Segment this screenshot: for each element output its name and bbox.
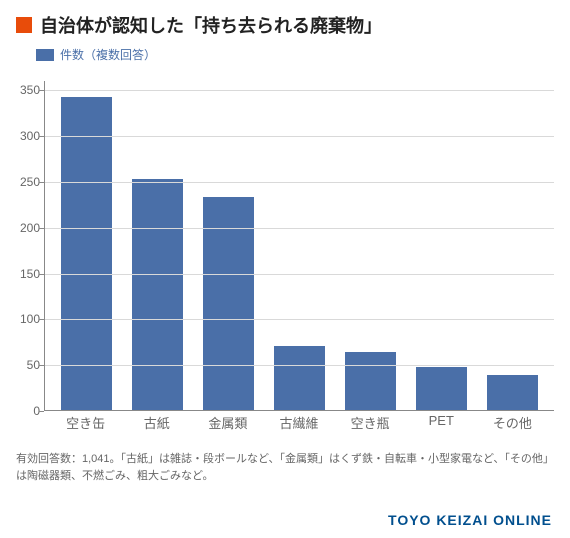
y-tick-mark	[39, 228, 44, 229]
chart-area: 空き缶古紙金属類古繊維空き瓶PETその他 0 50 100 150 200 250 300 3…	[0, 71, 570, 451]
brand-label: TOYO KEIZAI ONLINE	[388, 512, 552, 528]
bar	[274, 346, 325, 410]
bar	[132, 179, 183, 410]
y-tick-mark	[39, 411, 44, 412]
grid-line	[45, 365, 554, 366]
chart-header: 自治体が認知した「持ち去られる廃棄物」	[0, 0, 570, 44]
y-tick-label: 50	[6, 358, 40, 372]
y-tick-label: 350	[6, 83, 40, 97]
x-tick-label: 金属類	[192, 413, 263, 432]
x-tick-label: PET	[406, 413, 477, 432]
x-tick-label: その他	[477, 413, 548, 432]
x-tick-label: 空き瓶	[335, 413, 406, 432]
bar-slot	[193, 81, 264, 410]
bar-slot	[477, 81, 548, 410]
bar	[487, 375, 538, 410]
bar	[345, 352, 396, 410]
footnote: 有効回答数：1,041。「古紙」は雑誌・段ボールなど、「金属類」はくず鉄・自転車…	[0, 451, 570, 484]
bar	[416, 367, 467, 410]
y-tick-mark	[39, 182, 44, 183]
plot-area	[44, 81, 554, 411]
bar-slot	[51, 81, 122, 410]
y-tick-label: 250	[6, 175, 40, 189]
bar-slot	[406, 81, 477, 410]
x-axis-labels: 空き缶古紙金属類古繊維空き瓶PETその他	[44, 413, 554, 432]
y-tick-label: 300	[6, 129, 40, 143]
bar	[61, 97, 112, 411]
grid-line	[45, 136, 554, 137]
y-tick-mark	[39, 136, 44, 137]
y-tick-label: 150	[6, 267, 40, 281]
x-tick-label: 古紙	[121, 413, 192, 432]
y-tick-label: 100	[6, 312, 40, 326]
x-tick-label: 空き缶	[50, 413, 121, 432]
y-tick-label: 0	[6, 404, 40, 418]
y-tick-mark	[39, 319, 44, 320]
grid-line	[45, 319, 554, 320]
y-tick-mark	[39, 365, 44, 366]
bars-container	[45, 81, 554, 410]
chart-title: 自治体が認知した「持ち去られる廃棄物」	[40, 12, 382, 38]
x-tick-label: 古繊維	[263, 413, 334, 432]
grid-line	[45, 274, 554, 275]
y-tick-label: 200	[6, 221, 40, 235]
legend-swatch	[36, 49, 54, 61]
legend: 件数（複数回答）	[0, 44, 570, 71]
bar-slot	[264, 81, 335, 410]
bar-slot	[335, 81, 406, 410]
bar-slot	[122, 81, 193, 410]
y-tick-mark	[39, 90, 44, 91]
bar	[203, 197, 254, 410]
y-tick-mark	[39, 274, 44, 275]
title-marker	[16, 17, 32, 33]
grid-line	[45, 90, 554, 91]
legend-label: 件数（複数回答）	[60, 46, 156, 63]
grid-line	[45, 228, 554, 229]
grid-line	[45, 182, 554, 183]
